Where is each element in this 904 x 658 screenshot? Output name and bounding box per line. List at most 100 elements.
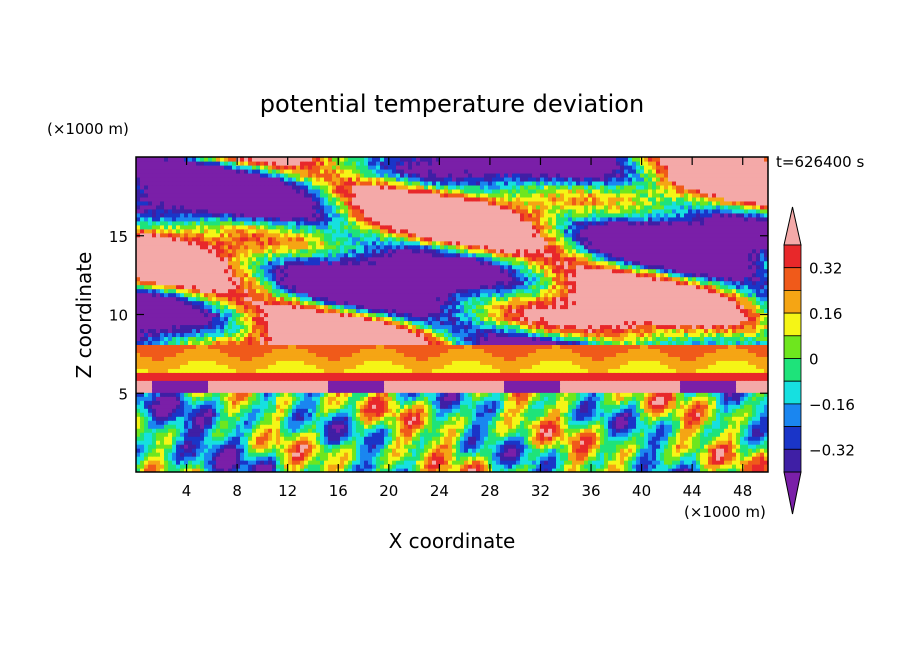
contour-cell — [284, 376, 289, 381]
contour-cell — [668, 460, 673, 465]
contour-cell — [524, 356, 529, 361]
contour-cell — [744, 420, 749, 425]
contour-cell — [504, 368, 509, 373]
contour-cell — [636, 396, 641, 401]
contour-cell — [216, 448, 221, 453]
contour-cell — [340, 460, 345, 465]
contour-cell — [604, 416, 609, 421]
contour-cell — [632, 448, 637, 453]
contour-cell — [504, 468, 509, 472]
contour-cell — [392, 376, 397, 381]
contour-cell — [316, 368, 321, 373]
contour-cell — [140, 376, 145, 381]
contour-cell — [424, 376, 429, 381]
contour-cell — [692, 404, 697, 409]
contour-cell — [736, 468, 741, 472]
contour-cell — [404, 376, 409, 381]
contour-cell — [696, 368, 701, 373]
contour-cell — [308, 420, 313, 425]
contour-cell — [500, 432, 505, 437]
contour-cell — [536, 396, 541, 401]
contour-cell — [748, 372, 753, 377]
contour-cell — [756, 428, 761, 433]
contour-cell — [356, 444, 361, 449]
contour-cell — [352, 356, 357, 361]
contour-cell — [416, 384, 421, 389]
contour-cell — [444, 372, 449, 377]
contour-cell — [436, 404, 441, 409]
contour-cell — [604, 440, 609, 445]
contour-cell — [516, 428, 521, 433]
contour-cell — [176, 348, 181, 353]
contour-cell — [464, 344, 469, 349]
contour-cell — [240, 464, 245, 469]
contour-cell — [448, 376, 453, 381]
contour-cell — [728, 380, 733, 385]
contour-cell — [540, 464, 545, 469]
contour-cell — [376, 348, 381, 353]
contour-cell — [440, 452, 445, 457]
contour-cell — [580, 404, 585, 409]
contour-cell — [196, 436, 201, 441]
contour-cell — [580, 412, 585, 417]
contour-cell — [216, 424, 221, 429]
contour-cell — [156, 440, 161, 445]
contour-cell — [152, 468, 157, 472]
contour-cell — [740, 420, 745, 425]
contour-cell — [280, 468, 285, 472]
contour-cell — [296, 428, 301, 433]
contour-cell — [584, 444, 589, 449]
contour-cell — [652, 416, 657, 421]
contour-cell — [292, 448, 297, 453]
contour-cell — [600, 424, 605, 429]
contour-cell — [680, 384, 685, 389]
contour-cell — [716, 364, 721, 369]
contour-cell — [180, 368, 185, 373]
contour-cell — [236, 452, 241, 457]
contour-cell — [672, 400, 677, 405]
contour-cell — [368, 372, 373, 377]
contour-cell — [320, 440, 325, 445]
contour-cell — [548, 444, 553, 449]
contour-cell — [572, 356, 577, 361]
contour-cell — [588, 372, 593, 377]
contour-cell — [432, 448, 437, 453]
contour-cell — [476, 432, 481, 437]
contour-cell — [672, 464, 677, 469]
contour-cell — [756, 468, 761, 472]
contour-cell — [400, 360, 405, 365]
contour-cell — [648, 408, 653, 413]
contour-cell — [680, 448, 685, 453]
contour-cell — [656, 364, 661, 369]
contour-cell — [360, 432, 365, 437]
contour-cell — [432, 388, 437, 393]
contour-cell — [332, 344, 337, 349]
contour-cell — [276, 404, 281, 409]
contour-cell — [660, 464, 665, 469]
contour-cell — [200, 436, 205, 441]
contour-cell — [568, 440, 573, 445]
contour-cell — [616, 464, 621, 469]
contour-cell — [680, 460, 685, 465]
contour-cell — [340, 352, 345, 357]
contour-cell — [712, 404, 717, 409]
contour-cell — [336, 388, 341, 393]
contour-cell — [652, 464, 657, 469]
contour-cell — [736, 420, 741, 425]
contour-cell — [320, 436, 325, 441]
contour-cell — [156, 468, 161, 472]
contour-cell — [256, 428, 261, 433]
contour-cell — [692, 420, 697, 425]
contour-cell — [428, 396, 433, 401]
contour-cell — [148, 468, 153, 472]
contour-cell — [492, 416, 497, 421]
contour-cell — [356, 368, 361, 373]
contour-cell — [444, 428, 449, 433]
contour-cell — [472, 452, 477, 457]
contour-cell — [548, 384, 553, 389]
contour-cell — [452, 352, 457, 357]
contour-cell — [456, 452, 461, 457]
contour-cell — [560, 436, 565, 441]
contour-cell — [512, 376, 517, 381]
contour-cell — [352, 376, 357, 381]
